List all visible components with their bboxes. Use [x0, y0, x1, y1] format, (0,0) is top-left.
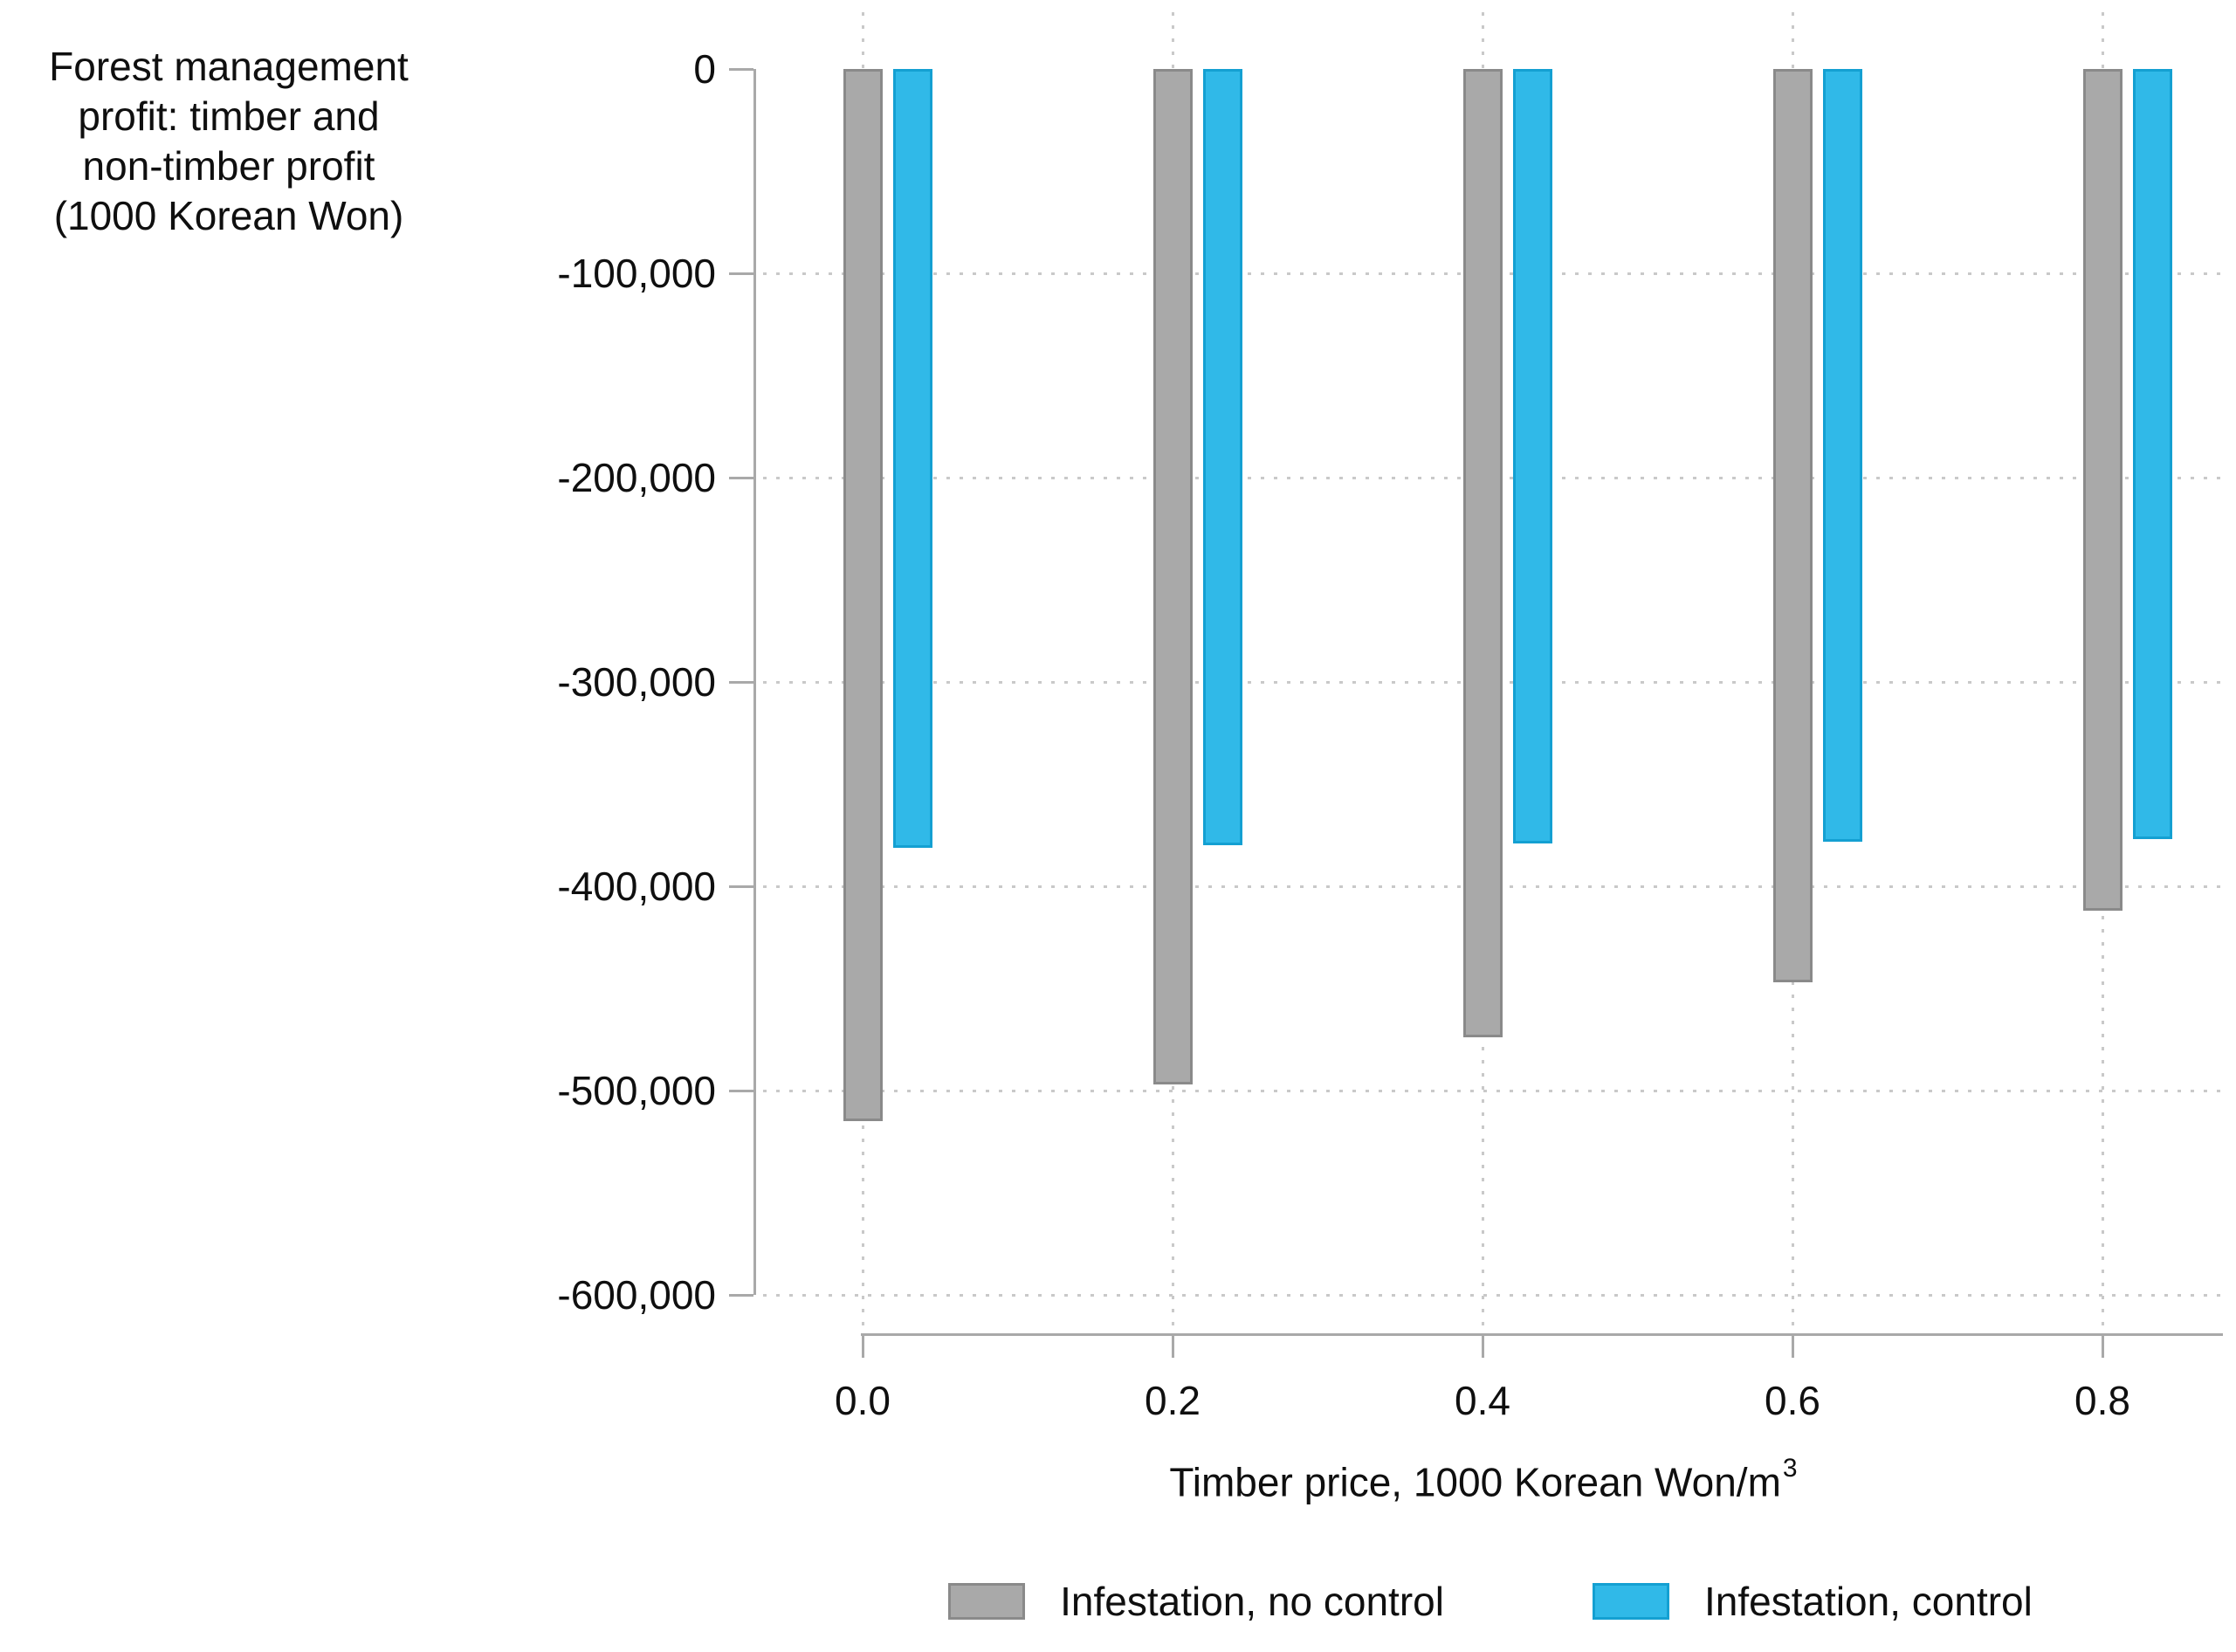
y-axis-tick [729, 1293, 753, 1297]
bar-infestation-control [1823, 69, 1862, 842]
legend-swatch-control [1592, 1583, 1669, 1620]
y-tick-label: -600,000 [557, 1272, 716, 1318]
x-tick-label: 0.4 [1455, 1378, 1510, 1423]
x-axis-tick [2101, 1333, 2104, 1358]
y-axis-title-line-3: non-timber profit [82, 143, 375, 189]
x-tick-label: 0.0 [835, 1378, 891, 1423]
y-tick-label: 0 [693, 46, 716, 92]
bar-infestation-no-control [2083, 69, 2122, 912]
bar-infestation-no-control [843, 69, 883, 1122]
bar-infestation-control [1513, 69, 1552, 843]
y-axis-tick [729, 1089, 753, 1092]
h-gridline [763, 1089, 2228, 1092]
legend: Infestation, no control Infestation, con… [753, 1575, 2227, 1628]
x-tick-label: 0.8 [2074, 1378, 2130, 1423]
h-gridline [763, 1293, 2228, 1297]
bar-infestation-control [2133, 69, 2172, 840]
legend-swatch-no-control [948, 1583, 1026, 1620]
x-axis-line [861, 1333, 2223, 1336]
x-axis-title-superscript: 3 [1782, 1454, 1798, 1483]
x-tick-label: 0.6 [1765, 1378, 1820, 1423]
x-axis-tick [861, 1333, 864, 1358]
y-axis-title-line-4: (1000 Korean Won) [53, 193, 404, 238]
y-axis-title-line-1: Forest management [49, 44, 409, 89]
y-axis-line [753, 69, 756, 1295]
bar-infestation-no-control [1773, 69, 1813, 982]
y-axis-tick [729, 476, 753, 479]
x-axis-tick [1791, 1333, 1794, 1358]
y-axis-title: Forest management profit: timber and non… [10, 42, 447, 241]
x-axis-tick [1171, 1333, 1174, 1358]
legend-label-no-control: Infestation, no control [1060, 1579, 1444, 1624]
y-tick-label: -300,000 [557, 659, 716, 705]
x-tick-label: 0.2 [1145, 1378, 1201, 1423]
x-axis-title-text: Timber price, 1000 Korean Won/m [1169, 1459, 1781, 1505]
y-tick-label: -500,000 [557, 1068, 716, 1113]
y-tick-label: -200,000 [557, 455, 716, 500]
y-axis-tick [729, 67, 753, 71]
y-axis-tick [729, 885, 753, 888]
bar-infestation-no-control [1153, 69, 1193, 1084]
y-axis-title-line-2: profit: timber and [78, 93, 380, 139]
x-axis-tick [1481, 1333, 1484, 1358]
y-axis-tick [729, 680, 753, 684]
y-axis-tick [729, 272, 753, 275]
legend-label-control: Infestation, control [1703, 1579, 2033, 1624]
y-tick-label: -100,000 [557, 251, 716, 296]
bar-infestation-no-control [1463, 69, 1503, 1038]
bar-infestation-control [1203, 69, 1242, 846]
legend-item-control: Infestation, control [1592, 1578, 2033, 1625]
legend-item-no-control: Infestation, no control [948, 1578, 1444, 1625]
bar-infestation-control [893, 69, 932, 848]
y-tick-label: -400,000 [557, 864, 716, 909]
x-axis-title: Timber price, 1000 Korean Won/m3 [828, 1449, 2137, 1506]
